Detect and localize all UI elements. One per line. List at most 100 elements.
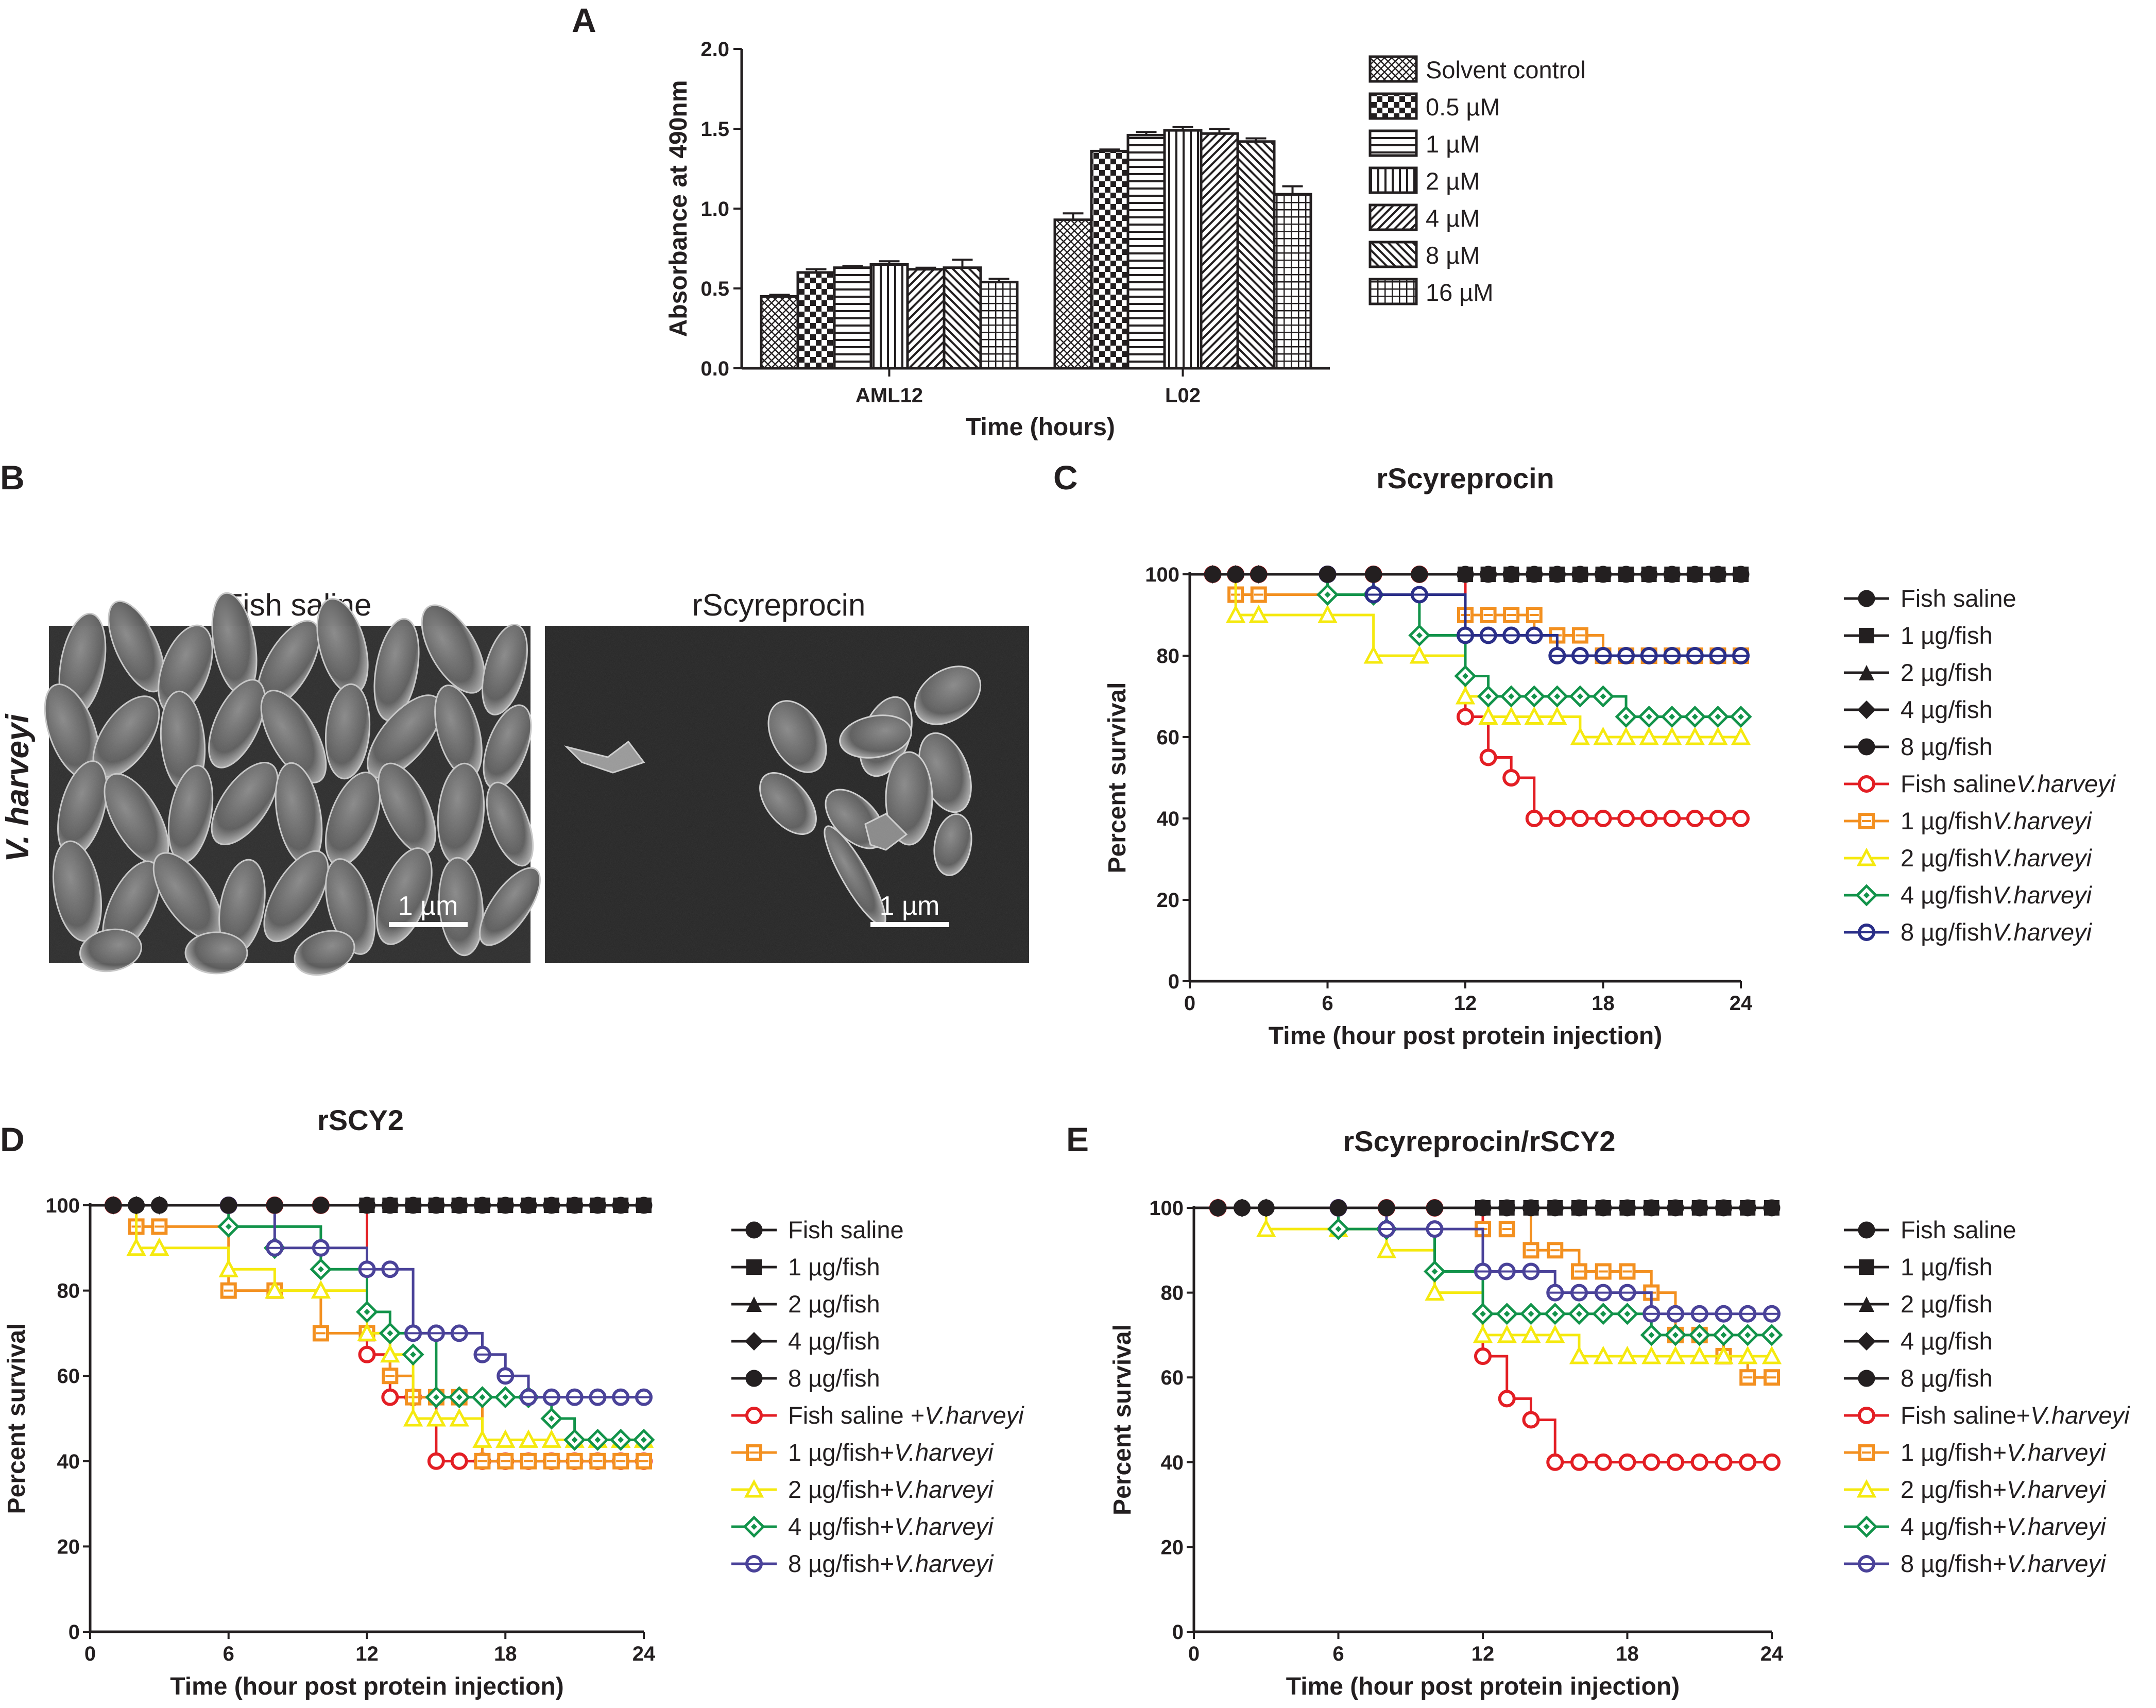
data-point-marker bbox=[1593, 726, 1613, 745]
data-point-marker bbox=[541, 1429, 562, 1448]
legend-label: Fish saline bbox=[1901, 585, 2016, 612]
legend-label-text: 4 µg/fish+ bbox=[788, 1513, 894, 1540]
legend-label: Fish saline+V.harveyi bbox=[1901, 1402, 2130, 1429]
bar-l02-series-4 bbox=[1200, 132, 1239, 370]
x-tick-label: 6 bbox=[1322, 992, 1333, 1015]
y-tick-label: 40 bbox=[1161, 1451, 1184, 1474]
legend-swatch bbox=[1368, 241, 1418, 268]
series-7 bbox=[1190, 573, 1751, 745]
legend-label: 8 µg/fish bbox=[788, 1364, 880, 1392]
data-point-marker bbox=[1691, 713, 1698, 720]
data-point-marker bbox=[1570, 726, 1590, 745]
bar-aml12-series-0 bbox=[760, 295, 799, 370]
x-axis-label: Time (hours) bbox=[966, 414, 1115, 441]
data-point-marker bbox=[746, 1259, 762, 1275]
legend-item-6: 1 µg/fish+V.harveyi bbox=[1844, 1439, 2107, 1466]
data-point-marker bbox=[1617, 1345, 1637, 1364]
data-point-marker bbox=[1594, 1453, 1612, 1471]
legend-label-text: 8 µg/fish bbox=[788, 1364, 880, 1392]
data-point-marker bbox=[1685, 726, 1705, 745]
data-point-marker bbox=[1858, 1407, 1875, 1424]
data-point-marker bbox=[1600, 693, 1606, 699]
legend-label: 8 µg/fish bbox=[1901, 733, 1993, 760]
data-point-marker bbox=[641, 1437, 647, 1443]
panel-label-e: E bbox=[1066, 1120, 1089, 1158]
legend-item-2: 2 µg/fish bbox=[1844, 659, 1993, 686]
legend-label-italic: V.harveyi bbox=[2007, 1439, 2107, 1466]
chart-title: rSCY2 bbox=[317, 1104, 404, 1136]
data-point-marker bbox=[1431, 1268, 1438, 1275]
data-point-marker bbox=[1570, 1453, 1588, 1471]
data-point-marker bbox=[1425, 1282, 1445, 1301]
data-point-marker bbox=[1324, 591, 1331, 598]
x-tick-label: 6 bbox=[1332, 1643, 1344, 1665]
legend-label-text: 8 µg/fish bbox=[1901, 733, 1993, 760]
legend-label: 16 µM bbox=[1426, 279, 1494, 306]
legend-item-3: 4 µg/fish bbox=[1844, 696, 1993, 723]
legend-item-7: 2 µg/fishV.harveyi bbox=[1844, 844, 2093, 872]
y-tick-label: 40 bbox=[57, 1450, 80, 1473]
legend-item-2: 2 µg/fish bbox=[1844, 1290, 1993, 1318]
data-point-marker bbox=[495, 1429, 516, 1448]
legend-label-italic: V.harveyi bbox=[1993, 844, 2093, 872]
data-point-marker bbox=[1708, 726, 1728, 745]
y-tick-label: 40 bbox=[1157, 808, 1180, 830]
data-point-marker bbox=[403, 1408, 423, 1427]
data-point-marker bbox=[1593, 1345, 1613, 1364]
data-point-marker bbox=[1858, 775, 1875, 793]
series-8 bbox=[1190, 573, 1752, 728]
data-point-marker bbox=[1859, 1259, 1874, 1275]
legend-item-5: Fish saline +V.harveyi bbox=[731, 1402, 1024, 1429]
legend-swatch bbox=[1368, 55, 1418, 83]
legend-label: 4 µM bbox=[1426, 204, 1480, 232]
data-point-marker bbox=[1594, 810, 1612, 827]
scale-bar-right bbox=[870, 922, 949, 927]
legend-label: 8 µg/fish+V.harveyi bbox=[788, 1550, 994, 1577]
y-tick-label: 100 bbox=[1145, 563, 1179, 586]
data-point-marker bbox=[381, 1388, 399, 1406]
bar-aml12-series-1 bbox=[796, 271, 836, 370]
data-point-marker bbox=[502, 1394, 509, 1400]
survival-step-line bbox=[90, 1204, 644, 1399]
data-point-marker bbox=[1363, 645, 1383, 664]
data-point-marker bbox=[1616, 726, 1636, 745]
legend-label: 8 µg/fishV.harveyi bbox=[1901, 918, 2093, 946]
y-tick-label: 2.0 bbox=[700, 38, 729, 61]
data-point-marker bbox=[1763, 1453, 1781, 1471]
x-tick-label: 18 bbox=[1592, 992, 1615, 1015]
legend-label-text: Fish saline bbox=[1901, 585, 2016, 612]
data-point-marker bbox=[1859, 665, 1874, 680]
chart-title: rScyreprocin bbox=[1376, 462, 1554, 494]
data-point-marker bbox=[1769, 1331, 1775, 1338]
data-point-marker bbox=[1623, 713, 1630, 720]
data-point-marker bbox=[1709, 810, 1727, 827]
y-tick-label: 80 bbox=[1161, 1282, 1184, 1305]
data-point-marker bbox=[1501, 706, 1521, 725]
y-tick-label: 0.5 bbox=[700, 278, 729, 300]
data-point-marker bbox=[1648, 1331, 1655, 1338]
data-point-marker bbox=[1569, 1345, 1589, 1364]
data-point-marker bbox=[225, 1223, 232, 1230]
data-point-marker bbox=[456, 1394, 463, 1400]
data-point-marker bbox=[1545, 1324, 1565, 1343]
data-point-marker bbox=[317, 1266, 324, 1273]
x-axis-label: Time (hour post protein injection) bbox=[170, 1673, 563, 1700]
legend-label: 1 µg/fish bbox=[1901, 622, 1993, 649]
x-tick-label: 0 bbox=[84, 1643, 96, 1665]
legend-item-1: 1 µg/fish bbox=[731, 1253, 880, 1280]
survival-chart-panel-c: 0 20 40 60 80 100 0 6 12 18 24 rScyreprocin Time (ho… bbox=[1104, 462, 2116, 1050]
data-point-marker bbox=[1640, 810, 1658, 827]
data-point-marker bbox=[1761, 1345, 1782, 1364]
data-point-marker bbox=[518, 1429, 539, 1448]
legend-item-3: 4 µg/fish bbox=[1844, 1327, 1993, 1355]
legend-item-4: 8 µg/fish bbox=[1844, 733, 1993, 760]
y-tick-label: 20 bbox=[1157, 889, 1180, 912]
data-point-marker bbox=[1863, 1524, 1870, 1530]
data-point-marker bbox=[1502, 769, 1520, 787]
data-point-marker bbox=[1859, 628, 1874, 643]
legend-label: 1 µg/fishV.harveyi bbox=[1901, 807, 2093, 834]
y-tick-label: 20 bbox=[57, 1535, 80, 1558]
scale-label-right: 1 µm bbox=[880, 891, 940, 921]
data-point-marker bbox=[1663, 810, 1681, 827]
data-point-marker bbox=[1503, 1310, 1510, 1317]
